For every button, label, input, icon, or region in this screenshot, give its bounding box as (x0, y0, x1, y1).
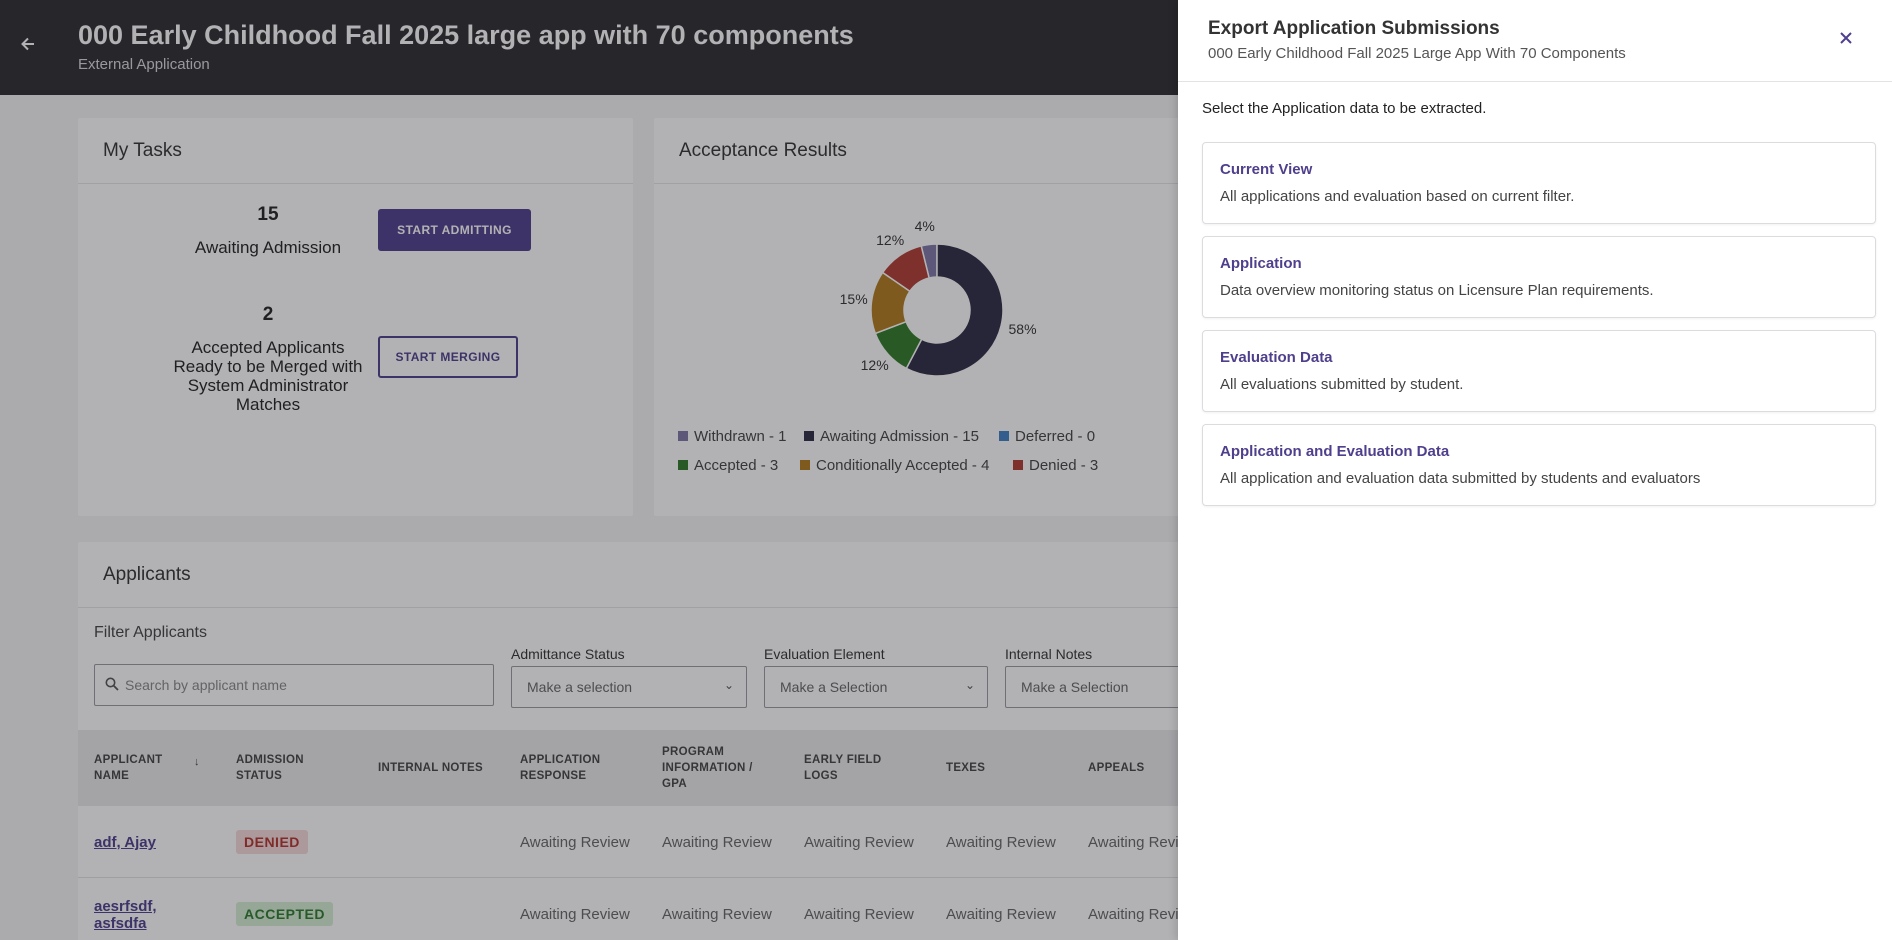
applicant-name-link[interactable]: adf, Ajay (94, 834, 156, 851)
export-option-evaluation-data[interactable]: Evaluation Data All evaluations submitte… (1202, 330, 1876, 412)
application-response-cell: Awaiting Review (520, 834, 630, 851)
option-title: Application (1220, 255, 1302, 272)
legend-conditionally-accepted: Conditionally Accepted - 4 (800, 457, 989, 474)
admittance-status-select[interactable]: Make a selection ⌄ (511, 666, 747, 708)
select-value: Make a Selection (780, 679, 888, 695)
arrow-left-icon[interactable] (18, 34, 38, 54)
export-option-application-and-evaluation[interactable]: Application and Evaluation Data All appl… (1202, 424, 1876, 506)
export-panel-title: Export Application Submissions (1208, 18, 1500, 39)
task-awaiting-admission: 15 Awaiting Admission (188, 204, 348, 257)
legend-accepted: Accepted - 3 (678, 457, 778, 474)
column-early-field-logs[interactable]: EARLY FIELD LOGS (804, 754, 882, 782)
appeals-cell: Awaiting Revi (1088, 906, 1179, 923)
page-title: 000 Early Childhood Fall 2025 large app … (78, 20, 854, 50)
start-admitting-button[interactable]: START ADMITTING (378, 209, 531, 251)
sort-down-icon[interactable]: ↓ (194, 756, 200, 768)
chevron-down-icon: ⌄ (723, 678, 734, 692)
column-applicant-name[interactable]: APPLICANT NAME (94, 754, 163, 782)
texes-cell: Awaiting Review (946, 906, 1056, 923)
start-merging-button[interactable]: START MERGING (378, 336, 518, 378)
column-texes[interactable]: TEXES (946, 762, 986, 774)
close-icon[interactable] (1836, 28, 1856, 48)
acceptance-results-card: Acceptance Results 4% 58% 12% 15% 12% Withdr… (654, 118, 1254, 516)
option-description: All application and evaluation data subm… (1220, 470, 1701, 487)
legend-deferred: Deferred - 0 (999, 428, 1095, 445)
table-row: adf, Ajay DENIED Awaiting Review Awaitin… (78, 806, 1278, 878)
percent-label: 58% (1008, 321, 1037, 338)
program-information-cell: Awaiting Review (662, 906, 772, 923)
applicant-name-link[interactable]: aesrfsdf, asfsdfa (94, 898, 157, 932)
evaluation-element-select[interactable]: Make a Selection ⌄ (764, 666, 988, 708)
legend-denied: Denied - 3 (1013, 457, 1098, 474)
my-tasks-title: My Tasks (78, 118, 633, 184)
percent-label: 12% (860, 356, 889, 373)
percent-label: 15% (839, 290, 868, 307)
option-title: Application and Evaluation Data (1220, 443, 1450, 460)
export-panel-header: Export Application Submissions 000 Early… (1178, 0, 1892, 82)
acceptance-results-title: Acceptance Results (654, 118, 1254, 184)
option-title: Evaluation Data (1220, 349, 1333, 366)
early-field-logs-cell: Awaiting Review (804, 834, 914, 851)
table-row: aesrfsdf, asfsdfa ACCEPTED Awaiting Revi… (78, 878, 1278, 940)
export-option-application[interactable]: Application Data overview monitoring sta… (1202, 236, 1876, 318)
option-description: All evaluations submitted by student. (1220, 376, 1464, 393)
application-response-cell: Awaiting Review (520, 906, 630, 923)
applicants-title: Applicants (78, 542, 1278, 608)
search-icon (105, 677, 119, 691)
filter-label-admittance-status: Admittance Status (511, 646, 625, 662)
percent-label: 4% (914, 217, 935, 234)
applicants-card: Applicants Filter Applicants Search by a… (78, 542, 1278, 940)
column-program-information[interactable]: PROGRAM INFORMATION / GPA (662, 746, 753, 790)
early-field-logs-cell: Awaiting Review (804, 906, 914, 923)
task-ready-to-merge: 2 Accepted Applicants Ready to be Merged… (168, 304, 368, 414)
filter-label-internal-notes: Internal Notes (1005, 646, 1093, 662)
column-admission-status[interactable]: ADMISSION STATUS (236, 754, 304, 782)
column-internal-notes[interactable]: INTERNAL NOTES (378, 762, 483, 774)
column-appeals[interactable]: APPEALS (1088, 762, 1145, 774)
search-input[interactable]: Search by applicant name (94, 664, 494, 706)
texes-cell: Awaiting Review (946, 834, 1056, 851)
filter-label-evaluation-element: Evaluation Element (764, 646, 885, 662)
page-subtitle: External Application (78, 56, 210, 73)
my-tasks-card: My Tasks 15 Awaiting Admission START ADM… (78, 118, 633, 516)
task-label: Awaiting Admission (194, 238, 342, 257)
export-instruction: Select the Application data to be extrac… (1202, 100, 1487, 117)
task-count: 15 (257, 204, 279, 225)
legend-awaiting-admission: Awaiting Admission - 15 (804, 428, 979, 445)
option-title: Current View (1220, 161, 1313, 178)
donut-slice-denied[interactable] (881, 245, 931, 293)
appeals-cell: Awaiting Revi (1088, 834, 1179, 851)
task-count: 2 (262, 304, 274, 325)
export-option-current-view[interactable]: Current View All applications and evalua… (1202, 142, 1876, 224)
column-application-response[interactable]: APPLICATION RESPONSE (520, 754, 601, 782)
status-badge: DENIED (236, 830, 308, 854)
export-panel: Export Application Submissions 000 Early… (1178, 0, 1892, 940)
option-description: All applications and evaluation based on… (1220, 188, 1575, 205)
legend-withdrawn: Withdrawn - 1 (678, 428, 787, 445)
task-label: Accepted Applicants Ready to be Merged w… (173, 338, 363, 414)
select-value: Make a Selection (1021, 679, 1129, 695)
status-badge: ACCEPTED (236, 902, 334, 926)
donut-slice-awaiting-admission[interactable] (905, 243, 1004, 377)
select-value: Make a selection (527, 679, 633, 695)
filter-applicants-title: Filter Applicants (94, 624, 207, 641)
chevron-down-icon: ⌄ (964, 678, 975, 692)
export-panel-subtitle: 000 Early Childhood Fall 2025 Large App … (1208, 45, 1626, 62)
option-description: Data overview monitoring status on Licen… (1220, 282, 1654, 299)
search-placeholder: Search by applicant name (125, 677, 287, 693)
program-information-cell: Awaiting Review (662, 834, 772, 851)
percent-label: 12% (876, 231, 905, 248)
applicants-table-header: APPLICANT NAME ↓ ADMISSION STATUS INTERN… (78, 730, 1278, 806)
acceptance-donut-chart (870, 243, 1004, 377)
